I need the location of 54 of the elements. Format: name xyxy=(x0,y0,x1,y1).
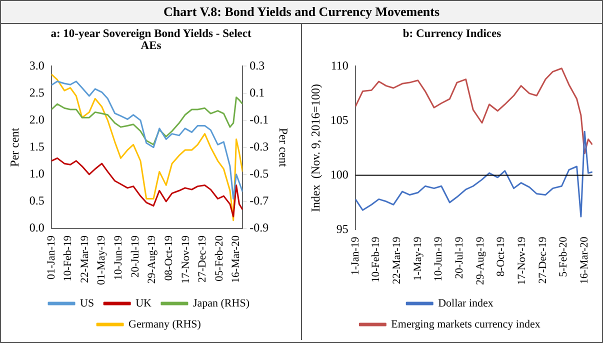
x-tick-label: 01-Jan-19 xyxy=(45,235,58,280)
x-tick-label: 20-Jul-19 xyxy=(453,236,466,279)
x-tick-label: 22-Mar-19 xyxy=(390,236,403,284)
y-tick-label: 100 xyxy=(330,167,348,182)
chart-title: a: 10-year Sovereign Bond Yields - Select AEs xyxy=(50,28,252,54)
legend-label: Japan (RHS) xyxy=(192,297,250,310)
y-axis-title: Index (Nov. 9, 2016=100) xyxy=(308,84,322,212)
x-tick-label: 08-Oct-19 xyxy=(162,235,175,281)
x-tick-label: 10-Jun-19 xyxy=(112,235,125,280)
x-tick-label: 17-Nov-19 xyxy=(180,235,192,284)
x-tick-label: 29-Aug-19 xyxy=(146,235,158,284)
y2-tick-label: 0.3 xyxy=(250,58,265,72)
y-axis-title: Per cent xyxy=(7,127,22,167)
y-tick-label: 1.0 xyxy=(29,166,44,181)
x-tick-label: 10-Feb-19 xyxy=(370,236,382,283)
x-tick-label: 05-Feb-20 xyxy=(213,235,226,282)
x-tick-label: 10-Jun-19 xyxy=(432,236,445,282)
text: Chart V.8: Bond Yields and Currency Movements xyxy=(1,1,602,24)
legend-label: Emerging markets currency index xyxy=(391,318,541,330)
x-tick-label: 27-Dec-19 xyxy=(196,235,209,283)
x-tick-label: 1-May-19 xyxy=(412,236,424,281)
x-tick-label: 27-Dec-19 xyxy=(536,236,549,284)
legend-label: Germany (RHS) xyxy=(128,318,202,330)
y-tick-label: 3.0 xyxy=(29,58,44,72)
chart-title: b: Currency Indices xyxy=(402,28,502,42)
x-tick-label: 22-Mar-19 xyxy=(78,235,91,283)
y2-tick-label: -0.5 xyxy=(250,166,269,181)
x-tick-label: 16-Mar-20 xyxy=(230,235,242,283)
y2-tick-label: 0.1 xyxy=(250,85,265,100)
legend-label: US xyxy=(80,297,94,310)
x-tick-label: 16-Mar-20 xyxy=(578,236,590,284)
y2-axis-title: Per cent xyxy=(276,128,291,168)
x-tick-label: 8-Oct-19 xyxy=(495,236,508,276)
y-tick-label: 2.5 xyxy=(29,85,44,100)
x-tick-label: 20-Jul-19 xyxy=(129,235,142,278)
y-tick-label: 2.0 xyxy=(29,112,44,126)
y2-tick-label: -0.1 xyxy=(250,112,269,126)
legend-label: Dollar index xyxy=(438,297,494,310)
x-tick-label: 17-Nov-19 xyxy=(516,236,528,286)
x-tick-label: 29-Aug-19 xyxy=(474,236,486,286)
x-tick-label: 01-May-19 xyxy=(96,235,108,286)
x-tick-label: 1-Jan-19 xyxy=(349,236,362,276)
y2-tick-label: -0.3 xyxy=(250,140,269,154)
y2-tick-label: -0.9 xyxy=(250,220,269,235)
y-tick-label: 105 xyxy=(330,112,348,127)
y-tick-label: 0.0 xyxy=(29,220,44,235)
y2-tick-label: -0.7 xyxy=(250,194,269,208)
legend-label: UK xyxy=(136,297,152,310)
y-tick-label: 1.5 xyxy=(29,140,44,154)
x-tick-label: 10-Feb-19 xyxy=(62,235,74,282)
y-tick-label: 110 xyxy=(330,58,348,72)
y-tick-label: 95 xyxy=(336,222,348,236)
y-tick-label: 0.5 xyxy=(29,194,44,208)
x-tick-label: 5-Feb-20 xyxy=(558,236,570,278)
